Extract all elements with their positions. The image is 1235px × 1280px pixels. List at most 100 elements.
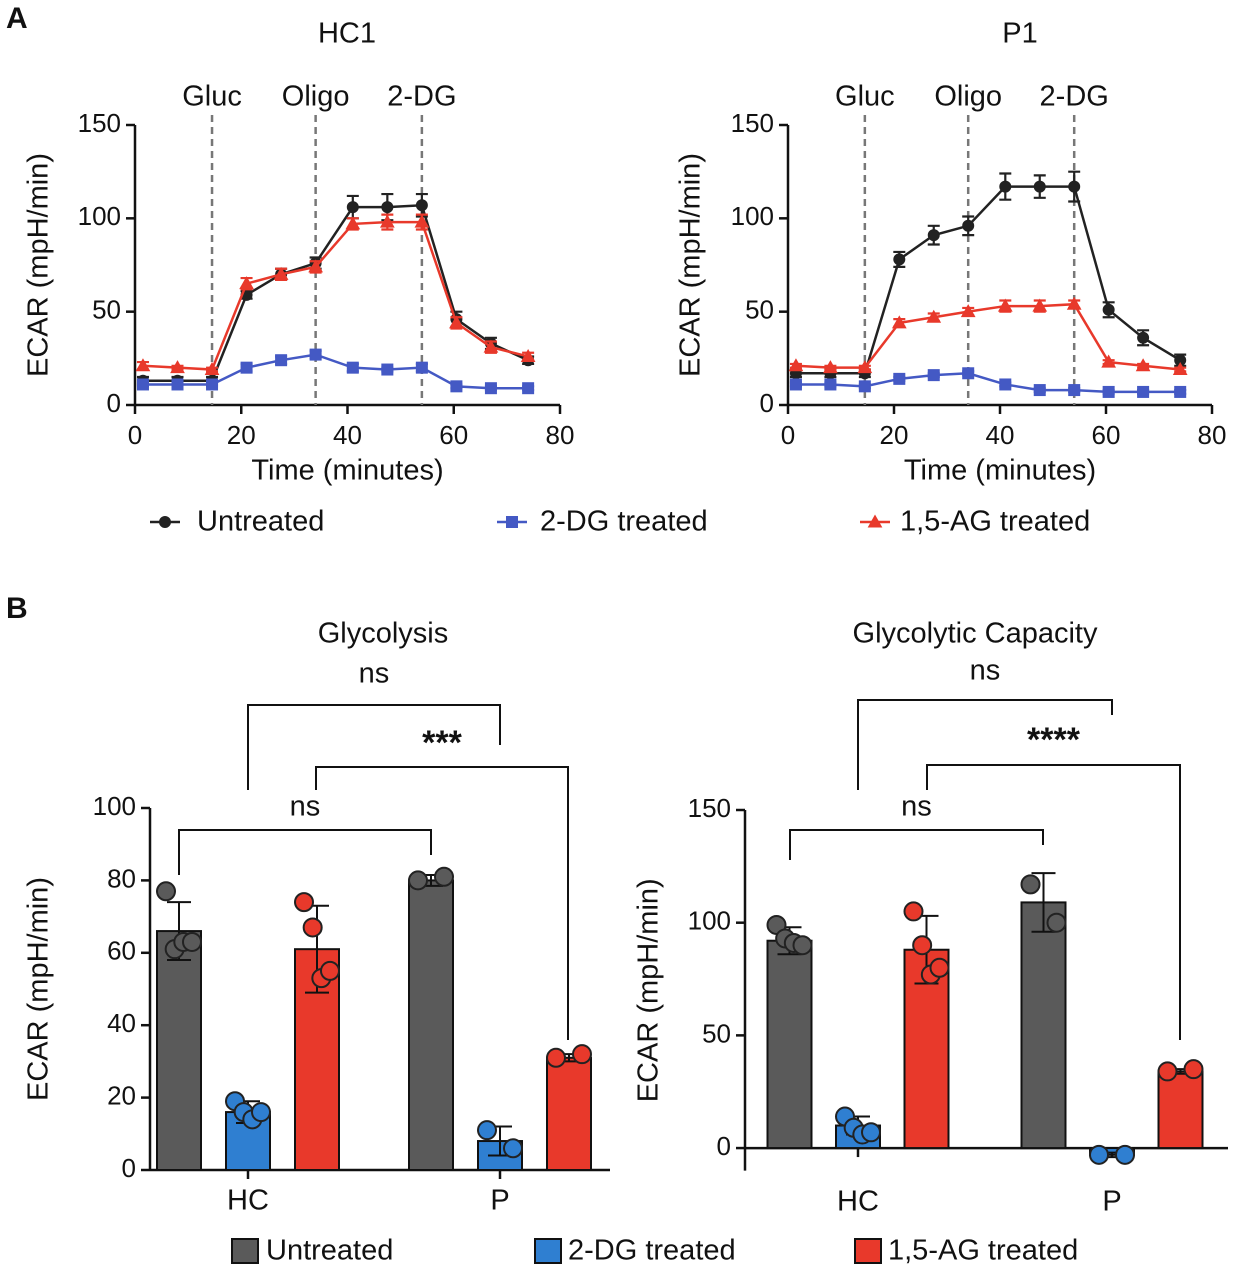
marker bbox=[1033, 180, 1046, 193]
marker bbox=[962, 367, 975, 380]
data-point bbox=[320, 960, 340, 981]
marker bbox=[823, 360, 838, 374]
legend-swatch bbox=[534, 1238, 562, 1264]
x-tick-label: 80 bbox=[546, 420, 575, 450]
marker bbox=[415, 199, 428, 212]
significance-bracket bbox=[857, 699, 1113, 790]
data-point bbox=[156, 881, 176, 902]
series-line bbox=[795, 372, 1181, 394]
marker bbox=[927, 229, 940, 242]
marker bbox=[1172, 362, 1188, 376]
significance-label: ns bbox=[970, 655, 1001, 687]
data-point bbox=[302, 917, 323, 938]
data-point bbox=[1089, 1144, 1109, 1165]
marker bbox=[891, 315, 907, 329]
marker bbox=[204, 362, 220, 376]
x-tick-label: 20 bbox=[880, 420, 909, 450]
marker bbox=[1033, 384, 1046, 397]
x-axis-label: Time (minutes) bbox=[251, 455, 443, 487]
marker bbox=[1137, 385, 1150, 398]
data-point bbox=[477, 1120, 497, 1141]
marker bbox=[999, 378, 1012, 391]
injection-label: Oligo bbox=[934, 81, 1002, 113]
legend-label: Untreated bbox=[197, 506, 324, 538]
marker bbox=[1101, 354, 1117, 368]
significance-bracket bbox=[926, 764, 1181, 1040]
x-tick-label: 0 bbox=[781, 420, 795, 450]
injection-label: 2-DG bbox=[387, 81, 456, 113]
injection-label: 2-DG bbox=[1040, 81, 1109, 113]
marker bbox=[520, 348, 536, 362]
x-tick-label: 0 bbox=[128, 420, 142, 450]
marker bbox=[893, 253, 906, 266]
marker bbox=[159, 516, 171, 528]
marker bbox=[858, 380, 871, 393]
marker bbox=[997, 298, 1013, 312]
bar bbox=[1157, 1070, 1204, 1150]
series-line bbox=[795, 302, 1181, 371]
significance-label: ns bbox=[290, 791, 321, 823]
marker bbox=[135, 358, 151, 372]
marker bbox=[1102, 303, 1115, 316]
legend-label: 1,5-AG treated bbox=[900, 506, 1090, 538]
y-tick-label: 50 bbox=[745, 295, 774, 325]
legend-label: 2-DG treated bbox=[568, 1235, 736, 1267]
marker bbox=[240, 361, 253, 374]
x-axis-label: Time (minutes) bbox=[904, 455, 1096, 487]
data-point bbox=[503, 1138, 523, 1159]
y-tick-label: 0 bbox=[107, 388, 121, 418]
data-point bbox=[182, 931, 202, 952]
significance-label: *** bbox=[422, 724, 462, 762]
y-tick-label: 100 bbox=[731, 201, 774, 231]
marker bbox=[962, 219, 975, 232]
legend-label: 2-DG treated bbox=[540, 506, 708, 538]
marker bbox=[309, 348, 322, 361]
x-tick-label: 40 bbox=[986, 420, 1015, 450]
marker bbox=[450, 380, 463, 393]
bar bbox=[766, 939, 813, 1150]
marker bbox=[824, 378, 837, 391]
data-point bbox=[408, 870, 428, 891]
y-tick-label: 100 bbox=[78, 201, 121, 231]
x-tick-label: 20 bbox=[227, 420, 256, 450]
marker bbox=[206, 378, 219, 391]
legend-label: Untreated bbox=[266, 1235, 393, 1267]
bar bbox=[1020, 901, 1067, 1150]
data-point bbox=[251, 1102, 271, 1123]
legend-swatch bbox=[231, 1238, 259, 1264]
marker bbox=[1102, 385, 1115, 398]
marker bbox=[1066, 296, 1082, 310]
y-axis-label: ECAR (mpH/min) bbox=[23, 877, 55, 1101]
marker bbox=[893, 372, 906, 385]
significance-label: ns bbox=[359, 658, 390, 690]
y-tick-label: 80 bbox=[107, 863, 136, 893]
data-point bbox=[903, 901, 924, 922]
marker bbox=[483, 339, 499, 353]
marker bbox=[960, 304, 976, 318]
significance-bracket bbox=[315, 766, 569, 1040]
y-tick-label: 150 bbox=[688, 793, 731, 823]
marker bbox=[1032, 298, 1048, 312]
marker bbox=[345, 216, 361, 230]
data-point bbox=[1046, 912, 1067, 933]
series-line bbox=[142, 220, 529, 371]
injection-label: Oligo bbox=[282, 81, 350, 113]
significance-label: **** bbox=[1027, 721, 1081, 759]
legend-swatch bbox=[854, 1238, 882, 1264]
y-tick-label: 100 bbox=[93, 791, 136, 821]
y-tick-label: 150 bbox=[731, 108, 774, 138]
y-axis-label: ECAR (mpH/min) bbox=[633, 878, 665, 1102]
x-tick-label: 40 bbox=[333, 420, 362, 450]
data-point bbox=[294, 892, 314, 913]
marker bbox=[379, 214, 395, 228]
marker bbox=[275, 354, 288, 367]
marker bbox=[506, 516, 518, 528]
marker bbox=[414, 214, 430, 228]
chart-title: HC1 bbox=[318, 18, 376, 50]
marker bbox=[308, 259, 323, 273]
marker bbox=[449, 315, 464, 329]
marker bbox=[857, 360, 873, 374]
y-axis-label: ECAR (mpH/min) bbox=[23, 153, 55, 377]
marker bbox=[1068, 384, 1081, 397]
